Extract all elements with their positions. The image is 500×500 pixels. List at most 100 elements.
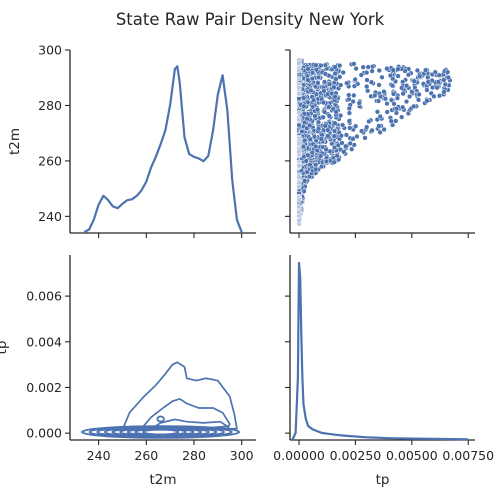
scatter-point <box>331 144 338 151</box>
contour-outer <box>121 361 238 431</box>
scatter-point <box>331 84 337 90</box>
scatter-point <box>326 113 332 119</box>
scatter-point <box>339 140 345 146</box>
scatter-point <box>321 109 328 115</box>
xtick-label-t2m: 300 <box>230 448 254 463</box>
kde-line-t2m <box>83 65 243 234</box>
scatter-point <box>314 107 321 113</box>
scatter-point <box>349 146 355 152</box>
scatter-point <box>358 72 364 78</box>
scatter-point <box>431 93 437 100</box>
scatter-point <box>369 68 375 74</box>
scatter-point <box>326 104 332 110</box>
scatter-point <box>339 122 346 128</box>
ytick-label-t2m: 240 <box>38 209 62 224</box>
scatter-point <box>441 77 447 83</box>
scatter-point <box>351 61 357 67</box>
scatter-point <box>305 77 311 83</box>
scatter-point <box>332 70 338 77</box>
scatter-point <box>390 91 397 97</box>
scatter-point <box>331 159 337 165</box>
scatter-point <box>296 204 302 210</box>
scatter-point <box>332 94 338 100</box>
scatter-point <box>425 74 431 81</box>
scatter-point <box>364 83 370 90</box>
scatter-point <box>381 89 387 95</box>
xtick-label-tp: 0.00250 <box>330 448 382 463</box>
scatter-point <box>296 197 302 203</box>
scatter-point <box>346 92 352 98</box>
scatter-point <box>296 148 302 154</box>
scatter-point <box>332 64 338 70</box>
scatter-point <box>310 104 316 110</box>
scatter-point <box>300 95 307 101</box>
scatter-point <box>316 125 322 132</box>
scatter-point <box>350 136 356 142</box>
scatter-point <box>324 91 331 97</box>
scatter-point <box>364 69 370 76</box>
scatter-point <box>376 123 382 129</box>
scatter-point <box>414 67 421 74</box>
scatter-point <box>312 113 318 119</box>
scatter-point <box>377 113 383 120</box>
scatter-point <box>296 75 302 82</box>
scatter-point <box>331 133 337 139</box>
xtick-label-tp: 0.00750 <box>442 448 494 463</box>
scatter-point <box>415 97 422 103</box>
scatter-point <box>364 77 370 83</box>
scatter-point <box>309 149 315 156</box>
scatter-point <box>299 128 305 135</box>
scatter-point <box>395 73 401 79</box>
scatter-point <box>362 135 368 141</box>
scatter-point <box>432 69 438 75</box>
scatter-point <box>309 70 316 76</box>
scatter-point <box>323 158 330 165</box>
scatter-point <box>318 153 324 159</box>
contour-island <box>156 415 165 423</box>
xtick-label-tp: 0.00000 <box>273 448 325 463</box>
scatter-point <box>389 83 396 89</box>
scatter-point <box>318 136 324 142</box>
scatter-point <box>376 82 382 88</box>
ytick-label-t2m: 300 <box>38 43 62 58</box>
scatter-point <box>325 133 331 139</box>
scatter-point <box>411 78 417 84</box>
scatter-point <box>326 81 333 87</box>
scatter-point <box>296 109 302 116</box>
ylabel-tp: tp <box>0 341 10 355</box>
scatter-point <box>302 137 308 144</box>
ytick-label-tp: 0.006 <box>26 289 62 304</box>
scatter-point <box>365 64 371 70</box>
scatter-point <box>302 178 308 184</box>
scatter-point <box>307 162 313 168</box>
scatter-point <box>346 110 353 116</box>
scatter-point <box>323 146 329 153</box>
scatter-point <box>384 65 390 72</box>
xlabel-t2m: t2m <box>149 472 176 488</box>
scatter-point <box>375 98 382 104</box>
scatter-point <box>296 184 302 190</box>
scatter-point <box>424 98 430 104</box>
scatter-point <box>296 217 302 224</box>
scatter-point <box>368 79 375 85</box>
scatter-point <box>310 97 317 103</box>
scatter-point <box>352 76 358 83</box>
ytick-label-tp: 0.000 <box>26 426 62 441</box>
scatter-point <box>399 85 405 91</box>
scatter-point <box>390 67 396 73</box>
scatter-point <box>387 72 394 79</box>
scatter-point <box>320 99 327 106</box>
scatter-point <box>325 127 331 133</box>
scatter-point <box>393 118 399 124</box>
scatter-point <box>382 96 389 102</box>
scatter-point <box>332 120 338 126</box>
scatter-point <box>347 140 353 147</box>
scatter-point <box>313 166 319 172</box>
scatter-point <box>343 143 349 149</box>
scatter-point <box>372 92 378 99</box>
scatter-point <box>395 66 401 72</box>
scatter-point <box>400 91 406 97</box>
scatter-point <box>377 93 384 100</box>
scatter-point <box>296 209 302 215</box>
